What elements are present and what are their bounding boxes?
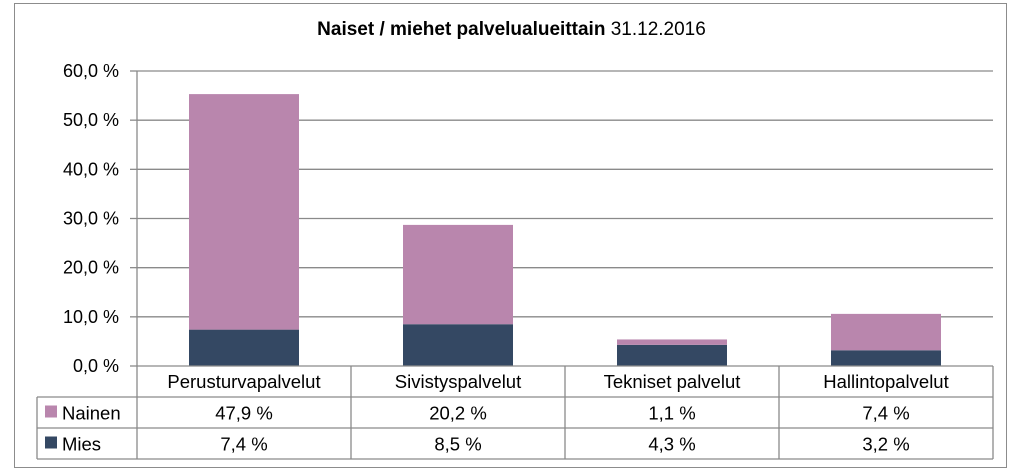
y-tick-label: 60,0 % (63, 61, 119, 81)
y-tick-label: 30,0 % (63, 209, 119, 229)
bar-nainen (403, 224, 513, 325)
data-label: 8,5 % (434, 434, 481, 455)
data-label: 1,1 % (648, 403, 695, 424)
chart-title: Naiset / miehet palvelualueittain 31.12.… (0, 19, 1023, 41)
chart-title-main: Naiset / miehet palvelualueittain (317, 19, 606, 40)
y-tick-label: 0,0 % (73, 356, 119, 376)
y-tick-label: 40,0 % (63, 159, 119, 179)
bar-nainen (831, 313, 941, 351)
bar-mies (403, 324, 513, 366)
data-label: 7,4 % (862, 403, 909, 424)
data-label: 3,2 % (862, 434, 909, 455)
legend-swatch-mies (45, 436, 57, 449)
category-label: Sivistyspalvelut (395, 371, 521, 392)
data-label: 47,9 % (215, 403, 273, 424)
data-label: 20,2 % (429, 403, 487, 424)
legend-label: Mies (62, 434, 101, 455)
bar-mies (189, 329, 299, 366)
category-label: Perusturvapalvelut (167, 371, 320, 392)
legend-label: Nainen (62, 403, 121, 424)
y-tick-label: 50,0 % (63, 110, 119, 130)
data-label: 7,4 % (220, 434, 267, 455)
chart-title-date: 31.12.2016 (610, 19, 706, 40)
bar-mies (617, 344, 727, 366)
y-tick-label: 10,0 % (63, 307, 119, 327)
bar-nainen (617, 339, 727, 345)
y-tick-label: 20,0 % (63, 258, 119, 278)
category-label: Tekniset palvelut (604, 371, 741, 392)
bar-mies (831, 350, 941, 366)
category-label: Hallintopalvelut (823, 371, 948, 392)
data-label: 4,3 % (648, 434, 695, 455)
legend-swatch-nainen (45, 405, 57, 418)
bar-nainen (189, 94, 299, 330)
